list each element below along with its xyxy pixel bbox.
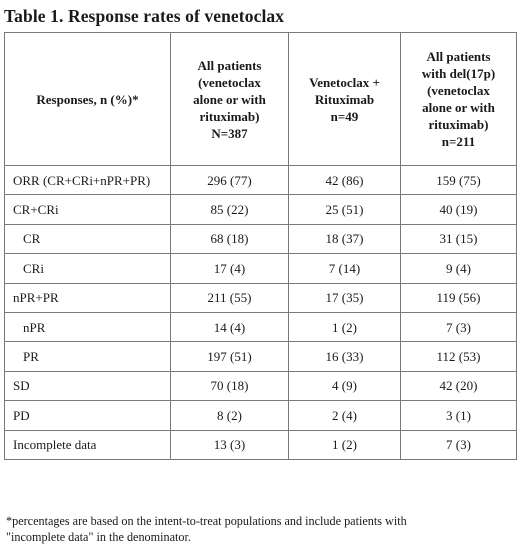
cell-all-patients: 17 (4) — [170, 253, 289, 284]
cell-venetoclax-rituximab: 1 (2) — [288, 311, 401, 343]
cell-all-patients: 197 (51) — [170, 341, 289, 372]
table-row: SD 70 (18) 4 (9) 42 (20) — [4, 370, 517, 402]
cell-venetoclax-rituximab: 4 (9) — [288, 370, 401, 402]
cell-del17p: 40 (19) — [400, 194, 517, 225]
table-row: nPR+PR 211 (55) 17 (35) 119 (56) — [4, 282, 517, 313]
table-row: Incomplete data 13 (3) 1 (2) 7 (3) — [4, 429, 517, 460]
header-row: Responses, n (%)* All patients (venetocl… — [4, 32, 517, 166]
cell-all-patients: 13 (3) — [170, 429, 289, 460]
cell-venetoclax-rituximab: 16 (33) — [288, 341, 401, 372]
cell-venetoclax-rituximab: 17 (35) — [288, 282, 401, 313]
cell-del17p: 9 (4) — [400, 253, 517, 284]
footnote-line-1: *percentages are based on the intent-to-… — [6, 514, 407, 528]
footnote-line-2: "incomplete data" in the denominator. — [6, 530, 191, 544]
cell-del17p: 112 (53) — [400, 341, 517, 372]
cell-all-patients: 8 (2) — [170, 400, 289, 431]
row-label: SD — [4, 370, 171, 402]
cell-all-patients: 296 (77) — [170, 164, 289, 196]
header-all-patients: All patients (venetoclax alone or with r… — [170, 32, 289, 166]
cell-del17p: 159 (75) — [400, 164, 517, 196]
footnote: *percentages are based on the intent-to-… — [6, 513, 516, 545]
cell-all-patients: 85 (22) — [170, 194, 289, 225]
cell-venetoclax-rituximab: 18 (37) — [288, 223, 401, 255]
row-label: CR+CRi — [4, 194, 171, 225]
cell-del17p: 7 (3) — [400, 311, 517, 343]
cell-del17p: 7 (3) — [400, 429, 517, 460]
cell-all-patients: 68 (18) — [170, 223, 289, 255]
row-label: PR — [4, 341, 171, 372]
cell-all-patients: 211 (55) — [170, 282, 289, 313]
cell-del17p: 3 (1) — [400, 400, 517, 431]
table-row: CRi 17 (4) 7 (14) 9 (4) — [4, 253, 517, 284]
table-row: PR 197 (51) 16 (33) 112 (53) — [4, 341, 517, 372]
row-label: nPR — [4, 311, 171, 343]
table-row: nPR 14 (4) 1 (2) 7 (3) — [4, 311, 517, 343]
cell-del17p: 31 (15) — [400, 223, 517, 255]
table-row: ORR (CR+CRi+nPR+PR) 296 (77) 42 (86) 159… — [4, 164, 517, 196]
cell-venetoclax-rituximab: 25 (51) — [288, 194, 401, 225]
cell-del17p: 119 (56) — [400, 282, 517, 313]
row-label: CRi — [4, 253, 171, 284]
cell-all-patients: 70 (18) — [170, 370, 289, 402]
cell-venetoclax-rituximab: 2 (4) — [288, 400, 401, 431]
row-label: PD — [4, 400, 171, 431]
table-row: CR+CRi 85 (22) 25 (51) 40 (19) — [4, 194, 517, 225]
row-label: Incomplete data — [4, 429, 171, 460]
cell-venetoclax-rituximab: 1 (2) — [288, 429, 401, 460]
row-label: ORR (CR+CRi+nPR+PR) — [4, 164, 171, 196]
cell-all-patients: 14 (4) — [170, 311, 289, 343]
cell-del17p: 42 (20) — [400, 370, 517, 402]
row-label: CR — [4, 223, 171, 255]
cell-venetoclax-rituximab: 7 (14) — [288, 253, 401, 284]
cell-venetoclax-rituximab: 42 (86) — [288, 164, 401, 196]
response-rates-table: Responses, n (%)* All patients (venetocl… — [4, 32, 517, 460]
table-title: Table 1. Response rates of venetoclax — [4, 6, 285, 26]
table-row: CR 68 (18) 18 (37) 31 (15) — [4, 223, 517, 255]
header-responses: Responses, n (%)* — [4, 32, 171, 166]
table-row: PD 8 (2) 2 (4) 3 (1) — [4, 400, 517, 431]
header-del17p: All patients with del(17p) (venetoclax a… — [400, 32, 517, 166]
row-label: nPR+PR — [4, 282, 171, 313]
header-venetoclax-rituximab: Venetoclax + Rituximab n=49 — [288, 32, 401, 166]
